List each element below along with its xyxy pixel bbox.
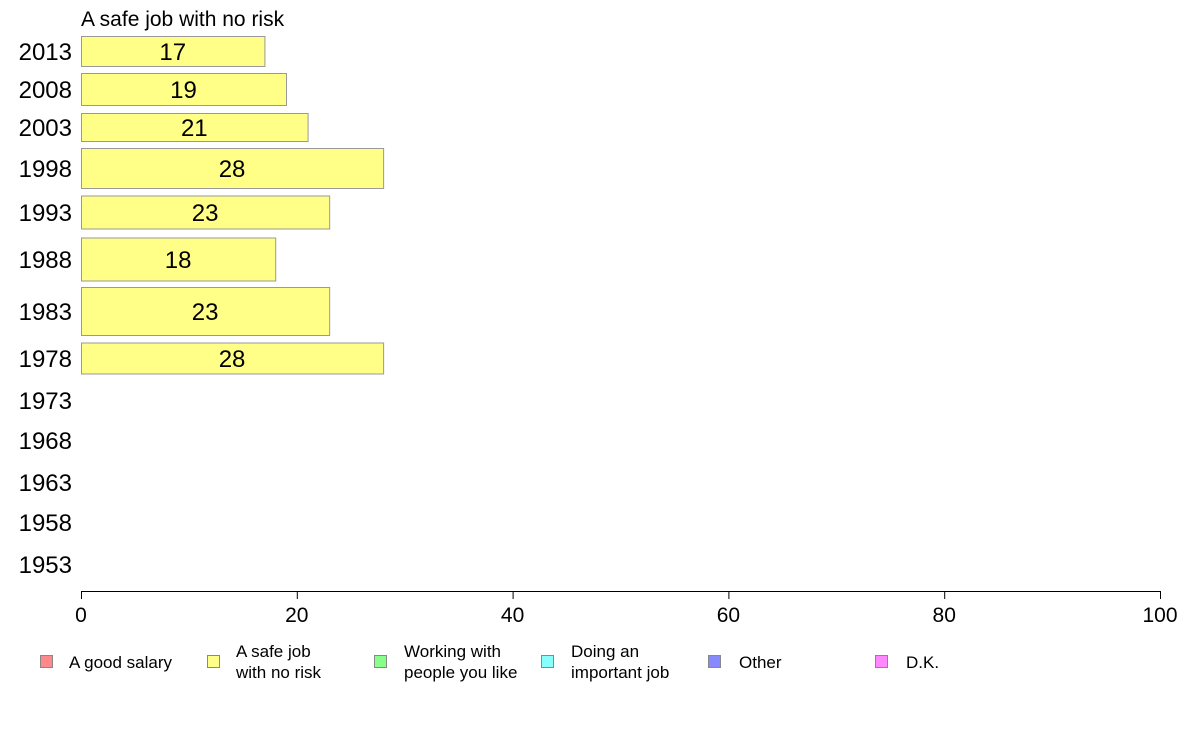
legend-swatch-2 [374, 655, 387, 668]
y-tick-label-1993: 1993 [19, 200, 72, 227]
y-axis-labels: 2013 2008 2003 1998 1993 1988 1983 1978 1973 1968… [19, 39, 72, 579]
x-tick-label-80: 80 [933, 604, 956, 627]
legend-label-3-line-1: important job [571, 663, 669, 682]
data-label-1998: 28 [219, 156, 246, 183]
bar-1988 [81, 237, 277, 282]
data-label-2013: 17 [159, 39, 186, 66]
y-tick-label-1963: 1963 [19, 470, 72, 497]
chart-title: A safe job with no risk [81, 8, 285, 31]
legend-swatch-4 [708, 655, 721, 668]
legend-swatch-0 [40, 655, 53, 668]
y-tick-label-1978: 1978 [19, 346, 72, 373]
y-tick-label-1958: 1958 [19, 510, 72, 537]
y-tick-label-1973: 1973 [19, 388, 72, 415]
bar-2013 [81, 36, 266, 67]
legend-label-2-line-1: people you like [404, 663, 517, 682]
x-tick-label-40: 40 [501, 604, 524, 627]
y-tick-label-1988: 1988 [19, 247, 72, 274]
bar-1983 [81, 287, 331, 336]
legend-label-1-line-0: A safe job [236, 642, 311, 661]
legend-swatch-1 [207, 655, 220, 668]
x-tick-label-100: 100 [1142, 604, 1177, 627]
y-tick-label-1998: 1998 [19, 156, 72, 183]
y-tick-label-2008: 2008 [19, 77, 72, 104]
x-tick-label-60: 60 [717, 604, 740, 627]
legend-label-1-line-1: with no risk [235, 663, 322, 682]
legend-label-4-line-0: Other [739, 653, 782, 672]
legend: A good salary A safe job with no risk Worki… [40, 642, 939, 682]
legend-label-2-line-0: Working with [404, 642, 501, 661]
bar-1998 [81, 148, 385, 189]
data-label-2008: 19 [170, 77, 197, 104]
x-axis: 0 20 40 60 80 100 [75, 591, 1178, 627]
legend-swatch-3 [541, 655, 554, 668]
data-label-1978: 28 [219, 346, 246, 373]
legend-label-5-line-0: D.K. [906, 653, 939, 672]
bar-1978 [81, 342, 385, 375]
legend-label-3-line-0: Doing an [571, 642, 639, 661]
bar-2003 [81, 113, 309, 142]
legend-label-0-line-0: A good salary [69, 653, 173, 672]
y-tick-label-2013: 2013 [19, 39, 72, 66]
y-tick-label-2003: 2003 [19, 115, 72, 142]
x-tick-label-20: 20 [285, 604, 308, 627]
y-tick-label-1953: 1953 [19, 552, 72, 579]
bar-2008 [81, 73, 288, 106]
y-tick-label-1983: 1983 [19, 299, 72, 326]
data-label-1993: 23 [192, 200, 219, 227]
legend-swatch-5 [875, 655, 888, 668]
data-label-2003: 21 [181, 115, 208, 142]
data-label-1983: 23 [192, 299, 219, 326]
x-tick-label-0: 0 [75, 604, 87, 627]
bar-1993 [81, 195, 331, 230]
y-tick-label-1968: 1968 [19, 428, 72, 455]
data-label-1988: 18 [165, 247, 192, 274]
